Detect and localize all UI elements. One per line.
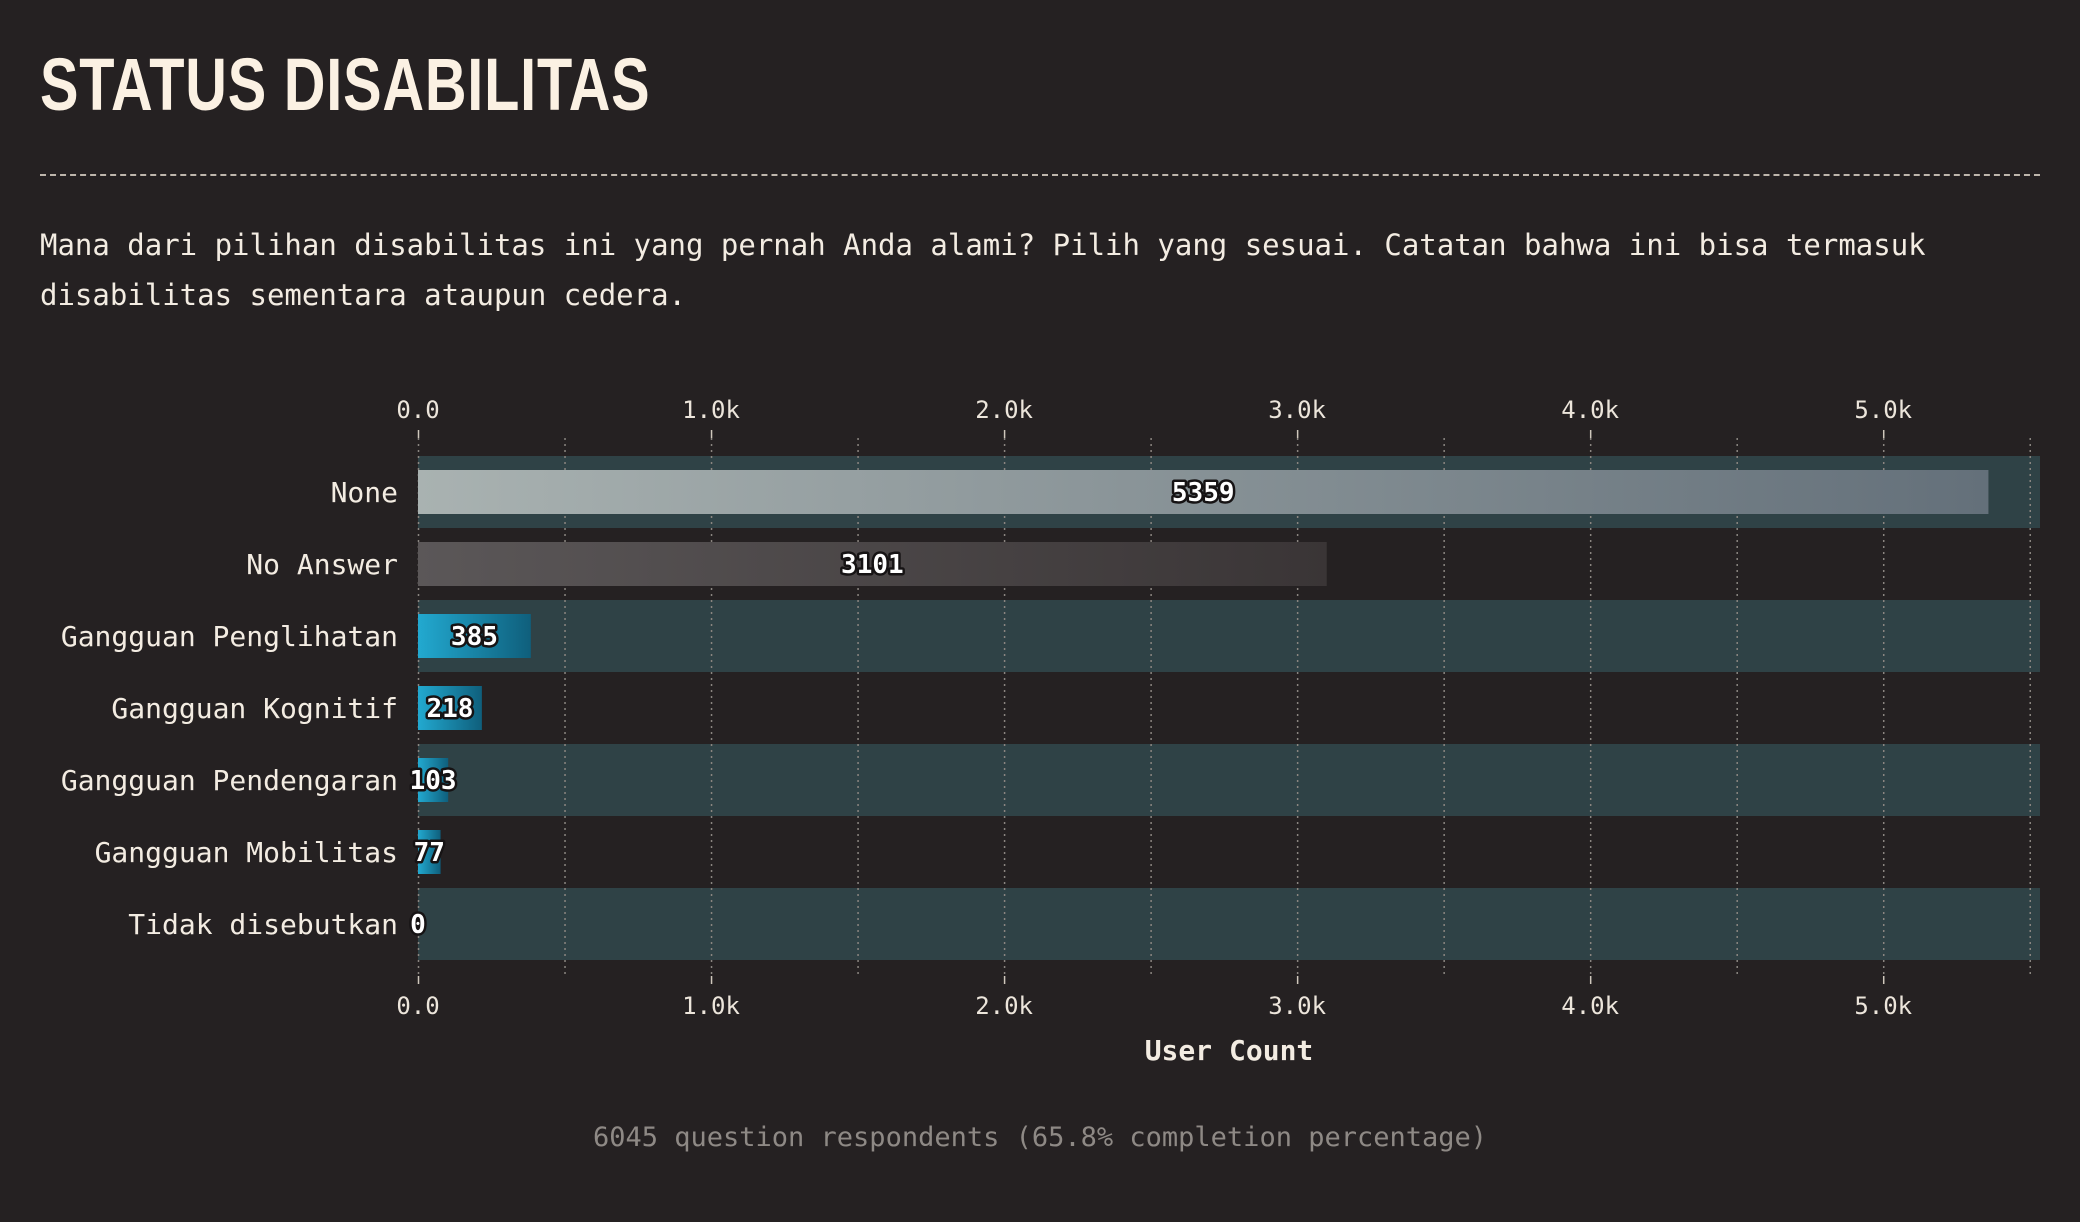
value-label-gangguan-mobilitas: 77 <box>414 838 445 868</box>
category-label-none: None <box>331 476 398 509</box>
chart-title: STATUS DISABILITAS <box>40 43 651 126</box>
bar-gangguan-kognitif <box>418 686 482 730</box>
x-tick-label-top: 2.0k <box>975 396 1033 424</box>
value-label-none: 5359 <box>1172 478 1235 508</box>
category-label-gangguan-kognitif: Gangguan Kognitif <box>111 692 398 725</box>
row-bands <box>418 456 2040 960</box>
value-label-gangguan-kognitif: 218 <box>426 694 473 724</box>
axis-ticks: 0.0 0.0 1.0k 1.0k 2.0k 2.0k 3.0k 3.0k 4.0k 4.0k 5.… <box>396 396 1912 1020</box>
x-tick-label-bottom: 0.0 <box>396 992 439 1020</box>
bar-gangguan-mobilitas <box>418 830 441 874</box>
row-band-gangguan-pendengaran <box>418 744 2040 816</box>
category-label-gangguan-penglihatan: Gangguan Penglihatan <box>61 620 398 653</box>
category-labels: None No Answer Gangguan Penglihatan Ganggua… <box>61 476 398 941</box>
x-tick-label-top: 0.0 <box>396 396 439 424</box>
value-label-tidak-disebutkan: 0 <box>410 910 426 940</box>
value-label-no-answer: 3101 <box>841 550 904 580</box>
x-tick-label-bottom: 3.0k <box>1268 992 1326 1020</box>
x-tick-label-top: 1.0k <box>682 396 740 424</box>
x-tick-label-top: 4.0k <box>1561 396 1619 424</box>
bar-gangguan-pendengaran <box>418 758 449 802</box>
value-label-gangguan-pendengaran: 103 <box>410 766 457 796</box>
x-tick-label-top: 5.0k <box>1854 396 1912 424</box>
respondent-footnote: 6045 question respondents (65.8% complet… <box>592 1122 1488 1153</box>
x-tick-label-top: 3.0k <box>1268 396 1326 424</box>
bar-no-answer <box>418 542 1327 586</box>
row-band-tidak-disebutkan <box>418 888 2040 960</box>
bar-none <box>418 470 1989 514</box>
x-tick-label-bottom: 5.0k <box>1854 992 1912 1020</box>
x-axis-title: User Count <box>1145 1034 1314 1067</box>
x-tick-label-bottom: 1.0k <box>682 992 740 1020</box>
question-description: Mana dari pilihan disabilitas ini yang p… <box>40 228 1926 312</box>
category-label-gangguan-mobilitas: Gangguan Mobilitas <box>95 836 398 869</box>
value-label-gangguan-penglihatan: 385 <box>451 622 498 652</box>
bar-gangguan-penglihatan <box>418 614 531 658</box>
title-divider <box>40 174 2040 176</box>
category-label-no-answer: No Answer <box>246 548 398 581</box>
x-tick-label-bottom: 2.0k <box>975 992 1033 1020</box>
value-labels: 5359 3101 385 218 103 77 0 <box>407 476 1237 943</box>
row-band-gangguan-penglihatan <box>418 600 2040 672</box>
x-tick-label-bottom: 4.0k <box>1561 992 1619 1020</box>
bars <box>418 470 1989 874</box>
category-label-gangguan-pendengaran: Gangguan Pendengaran <box>61 764 398 797</box>
category-label-tidak-disebutkan: Tidak disebutkan <box>128 908 398 941</box>
bar-chart: 0.0 0.0 1.0k 1.0k 2.0k 2.0k 3.0k 3.0k 4.0k 4.0k 5.… <box>61 396 2040 1067</box>
